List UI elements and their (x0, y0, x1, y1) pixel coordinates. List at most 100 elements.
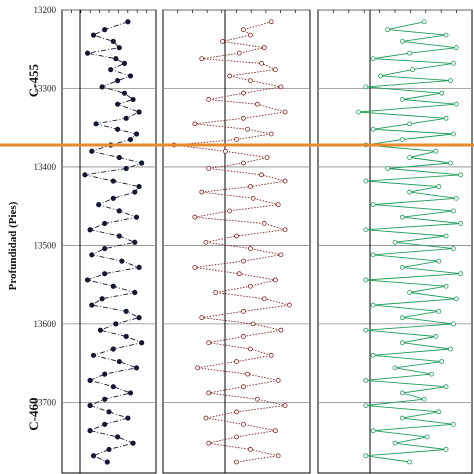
data-point (203, 239, 209, 245)
data-point (87, 377, 93, 383)
data-point (113, 56, 119, 62)
data-point (123, 308, 129, 314)
data-point (261, 45, 267, 51)
data-point (282, 178, 288, 184)
data-point (436, 308, 442, 314)
data-point (110, 38, 116, 44)
data-point (102, 371, 108, 377)
data-point (115, 101, 121, 107)
data-point (264, 155, 270, 160)
data-point (82, 172, 88, 178)
data-point (370, 202, 376, 208)
y-tick-label: 13200 (34, 5, 57, 15)
data-point (268, 131, 274, 137)
data-point (254, 101, 260, 107)
data-point (241, 27, 246, 33)
data-point (275, 377, 281, 383)
data-point (84, 50, 91, 56)
data-point (106, 409, 112, 415)
data-point (407, 121, 413, 127)
data-point (421, 19, 427, 25)
well-label: C-455 (26, 64, 41, 98)
data-point (370, 56, 376, 62)
track-panel-1 (61, 9, 157, 474)
data-point (106, 446, 112, 453)
data-point (399, 38, 405, 44)
data-point (121, 90, 128, 96)
data-point (370, 126, 376, 132)
data-point (450, 321, 456, 327)
data-point (363, 84, 369, 90)
data-point (192, 214, 198, 220)
data-point (399, 415, 405, 421)
data-point (222, 148, 228, 154)
data-point (203, 415, 209, 421)
data-point (450, 246, 456, 251)
data-point (227, 208, 232, 214)
data-point (234, 434, 239, 440)
data-point (450, 208, 456, 214)
data-point (399, 315, 405, 321)
data-point (136, 109, 142, 115)
data-point (102, 421, 108, 427)
data-point (102, 245, 108, 252)
data-point (104, 459, 110, 465)
data-point (102, 396, 108, 402)
data-point (130, 96, 136, 103)
data-point (436, 184, 442, 189)
data-point (121, 60, 128, 66)
data-point (245, 371, 251, 377)
data-point (363, 327, 369, 333)
data-point (241, 90, 246, 96)
data-point (448, 160, 453, 166)
data-point (261, 221, 267, 226)
data-point (286, 302, 292, 308)
data-point (407, 459, 413, 465)
data-point (450, 131, 456, 137)
track-frame (162, 9, 311, 474)
data-point (385, 166, 391, 171)
data-point (133, 131, 140, 137)
data-point (234, 137, 239, 142)
data-point (241, 334, 246, 339)
data-point (123, 333, 129, 340)
data-point (139, 160, 145, 166)
data-point (377, 73, 383, 79)
data-point (115, 434, 121, 440)
data-point (278, 327, 284, 333)
data-point (84, 277, 91, 283)
data-point (127, 136, 134, 143)
data-point (241, 160, 246, 166)
data-point (385, 27, 391, 33)
data-point (113, 321, 119, 327)
data-point (116, 233, 122, 239)
data-point (241, 384, 246, 390)
data-point (96, 202, 102, 208)
data-point (87, 227, 93, 233)
data-point (443, 233, 449, 239)
data-point (89, 148, 95, 154)
data-point (102, 220, 108, 227)
data-point (108, 67, 114, 73)
data-point (363, 377, 369, 383)
data-point (453, 101, 459, 107)
data-point (199, 315, 205, 321)
track-frame (61, 9, 157, 474)
data-point (250, 321, 256, 327)
data-point (458, 172, 464, 178)
data-point (450, 60, 456, 66)
data-point (458, 221, 464, 226)
data-point (436, 409, 442, 415)
data-point (206, 440, 212, 446)
data-point (241, 308, 246, 314)
data-point (234, 459, 239, 465)
data-point (127, 73, 134, 79)
data-point (123, 115, 129, 121)
data-point (247, 283, 253, 289)
data-point (139, 340, 145, 346)
data-point (370, 252, 376, 258)
data-point (399, 264, 405, 270)
data-point (220, 38, 226, 44)
y-axis-title: Profundidad (Pies) (7, 201, 19, 290)
